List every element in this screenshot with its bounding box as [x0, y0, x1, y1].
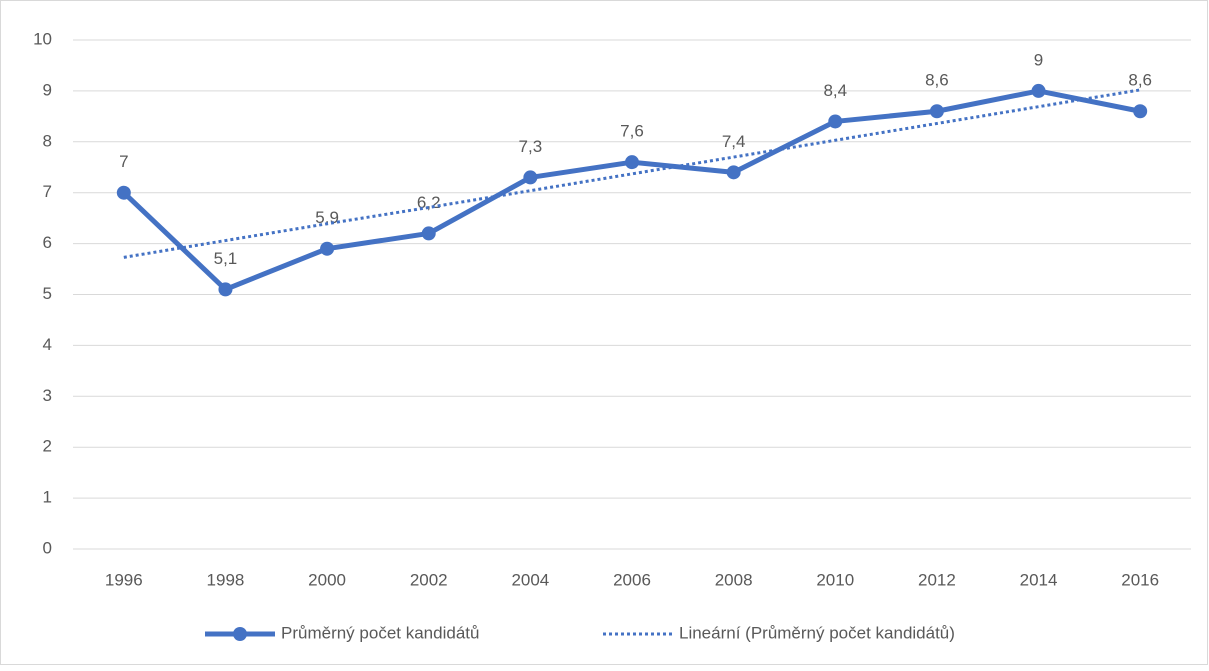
y-tick-label: 0 [43, 538, 52, 557]
y-tick-label: 3 [43, 386, 52, 405]
x-tick-label: 2002 [410, 570, 448, 589]
data-label: 7 [119, 152, 128, 171]
x-tick-label: 2006 [613, 570, 651, 589]
y-tick-label: 5 [43, 284, 52, 303]
data-label: 9 [1034, 50, 1043, 69]
data-point [828, 114, 843, 129]
trend-line [123, 88, 1141, 259]
data-label: 8,4 [823, 81, 847, 100]
data-point [116, 185, 131, 200]
data-label: 7,4 [722, 132, 746, 151]
data-point [726, 165, 741, 180]
data-label: 8,6 [925, 71, 949, 90]
data-point [1031, 83, 1046, 98]
y-tick-label: 4 [43, 335, 52, 354]
y-tick-label: 9 [43, 80, 52, 99]
legend-marker [233, 627, 247, 641]
data-label: 5,1 [214, 249, 238, 268]
data-point [929, 104, 944, 119]
x-tick-label: 1998 [207, 570, 245, 589]
legend-label: Průměrný počet kandidátů [281, 623, 479, 642]
data-point [523, 170, 538, 185]
y-tick-label: 2 [43, 437, 52, 456]
x-tick-label: 2008 [715, 570, 753, 589]
data-point [625, 155, 639, 170]
data-label: 7,6 [620, 122, 644, 141]
x-tick-label: 2012 [918, 570, 956, 589]
data-point [320, 241, 335, 256]
x-tick-label: 2010 [816, 570, 854, 589]
y-tick-label: 1 [43, 488, 52, 507]
x-tick-label: 2004 [511, 570, 549, 589]
y-tick-label: 6 [43, 233, 52, 252]
data-label: 8,6 [1128, 71, 1152, 90]
data-label: 7,3 [519, 137, 543, 156]
x-tick-label: 2016 [1121, 570, 1159, 589]
y-tick-label: 10 [33, 29, 52, 48]
legend-label: Lineární (Průměrný počet kandidátů) [679, 623, 955, 642]
y-tick-label: 7 [43, 182, 52, 201]
x-tick-label: 1996 [105, 570, 143, 589]
data-point [421, 226, 436, 241]
x-tick-label: 2000 [308, 570, 346, 589]
data-point [218, 282, 233, 297]
data-point [1133, 104, 1148, 119]
y-tick-label: 8 [43, 131, 52, 150]
x-tick-label: 2014 [1020, 570, 1058, 589]
